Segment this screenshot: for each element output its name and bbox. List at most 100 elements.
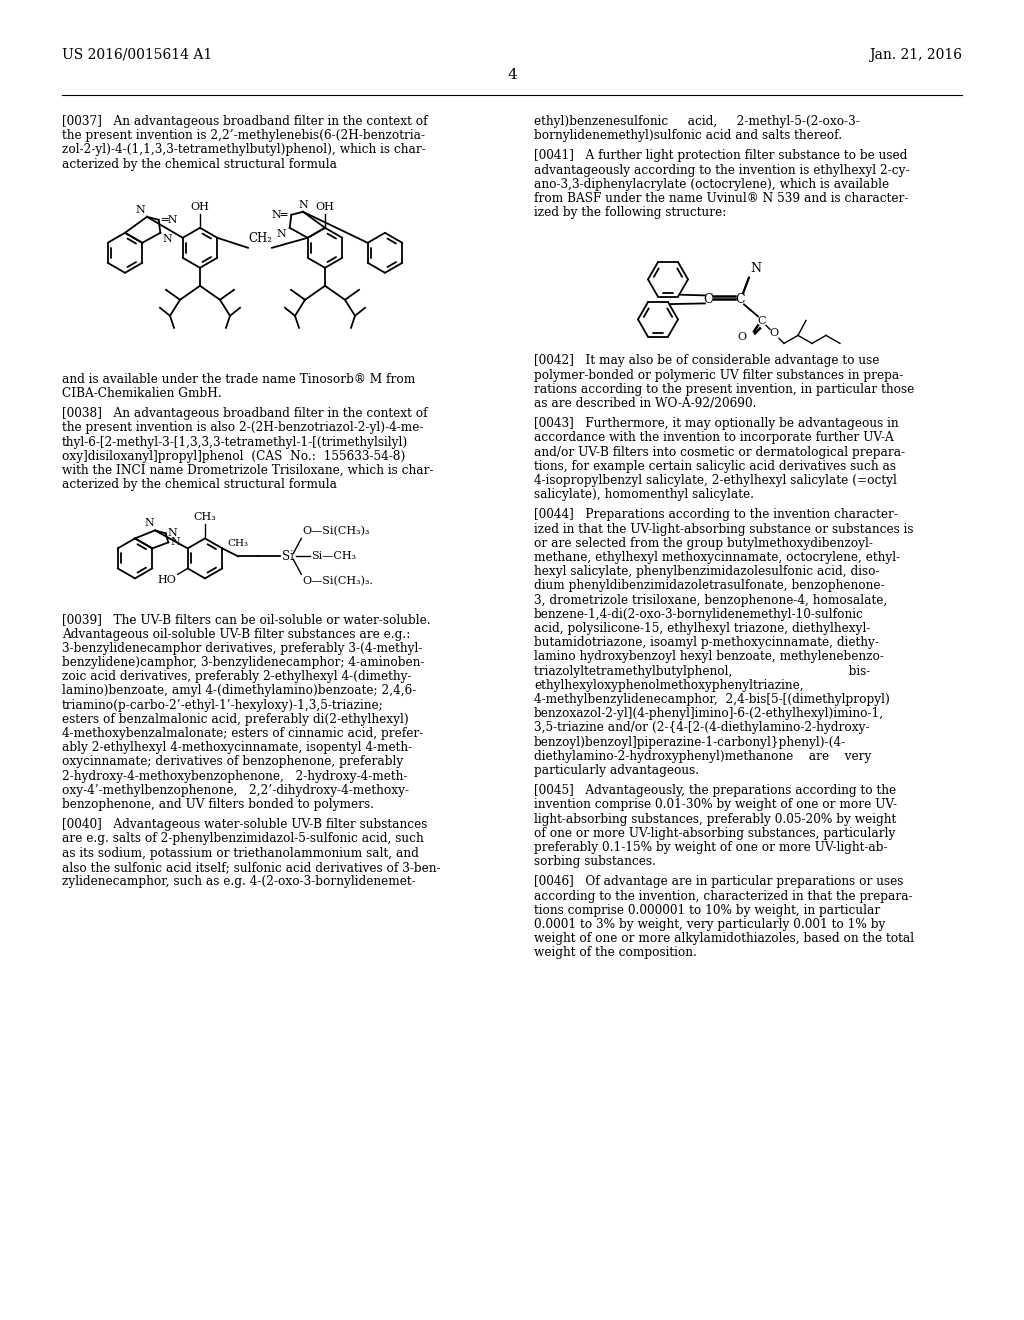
Text: [0039]   The UV-B filters can be oil-soluble or water-soluble.: [0039] The UV-B filters can be oil-solub… [62, 614, 431, 627]
Text: O—Si(CH₃)₃.: O—Si(CH₃)₃. [302, 577, 374, 586]
Text: benzoxazol-2-yl](4-phenyl]imino]-6-(2-ethylhexyl)imino-1,: benzoxazol-2-yl](4-phenyl]imino]-6-(2-et… [534, 708, 884, 721]
Text: O: O [738, 333, 746, 342]
Text: [0043]   Furthermore, it may optionally be advantageous in: [0043] Furthermore, it may optionally be… [534, 417, 899, 430]
Text: tions, for example certain salicylic acid derivatives such as: tions, for example certain salicylic aci… [534, 459, 896, 473]
Text: C: C [758, 317, 766, 326]
Text: N: N [750, 263, 761, 276]
Text: N: N [170, 537, 180, 548]
Text: N: N [144, 519, 154, 528]
Text: N═: N═ [271, 210, 289, 220]
Text: benzoyl)benzoyl]piperazine-1-carbonyl}phenyl)-(4-: benzoyl)benzoyl]piperazine-1-carbonyl}ph… [534, 735, 846, 748]
Text: 4-methylbenzylidenecamphor,  2,4-bis[5-[(dimethylpropyl): 4-methylbenzylidenecamphor, 2,4-bis[5-[(… [534, 693, 890, 706]
Text: 4-isopropylbenzyl salicylate, 2-ethylhexyl salicylate (=octyl: 4-isopropylbenzyl salicylate, 2-ethylhex… [534, 474, 897, 487]
Text: N: N [276, 228, 287, 239]
Text: [0042]   It may also be of considerable advantage to use: [0042] It may also be of considerable ad… [534, 354, 880, 367]
Text: oxy]disiloxanyl]propyl]phenol  (CAS  No.:  155633-54-8): oxy]disiloxanyl]propyl]phenol (CAS No.: … [62, 450, 406, 463]
Text: as its sodium, potassium or triethanolammonium salt, and: as its sodium, potassium or triethanolam… [62, 846, 419, 859]
Text: 4-methoxybenzalmalonate; esters of cinnamic acid, prefer-: 4-methoxybenzalmalonate; esters of cinna… [62, 727, 423, 741]
Text: particularly advantageous.: particularly advantageous. [534, 764, 699, 777]
Text: [0046]   Of advantage are in particular preparations or uses: [0046] Of advantage are in particular pr… [534, 875, 903, 888]
Text: ized by the following structure:: ized by the following structure: [534, 206, 726, 219]
Text: CH₃: CH₃ [194, 512, 216, 523]
Text: accordance with the invention to incorporate further UV-A: accordance with the invention to incorpo… [534, 432, 894, 445]
Text: and/or UV-B filters into cosmetic or dermatological prepara-: and/or UV-B filters into cosmetic or der… [534, 446, 905, 458]
Text: benzene-1,4-di(2-oxo-3-bornylidenemethyl-10-sulfonic: benzene-1,4-di(2-oxo-3-bornylidenemethyl… [534, 607, 864, 620]
Text: the present invention is also 2-(2H-benzotriazol-2-yl)-4-me-: the present invention is also 2-(2H-benz… [62, 421, 423, 434]
Text: tions comprise 0.000001 to 10% by weight, in particular: tions comprise 0.000001 to 10% by weight… [534, 904, 881, 917]
Text: according to the invention, characterized in that the prepara-: according to the invention, characterize… [534, 890, 912, 903]
Text: 3,5-triazine and/or (2-{4-[2-(4-diethylamino-2-hydroxy-: 3,5-triazine and/or (2-{4-[2-(4-diethyla… [534, 722, 869, 734]
Text: are e.g. salts of 2-phenylbenzimidazol-5-sulfonic acid, such: are e.g. salts of 2-phenylbenzimidazol-5… [62, 833, 424, 845]
Text: ably 2-ethylhexyl 4-methoxycinnamate, isopentyl 4-meth-: ably 2-ethylhexyl 4-methoxycinnamate, is… [62, 742, 412, 754]
Text: light-absorbing substances, preferably 0.05-20% by weight: light-absorbing substances, preferably 0… [534, 813, 896, 825]
Text: 4: 4 [507, 69, 517, 82]
Text: zoic acid derivatives, preferably 2-ethylhexyl 4-(dimethy-: zoic acid derivatives, preferably 2-ethy… [62, 671, 412, 684]
Text: O: O [769, 329, 778, 338]
Text: of one or more UV-light-absorbing substances, particularly: of one or more UV-light-absorbing substa… [534, 826, 895, 840]
Text: triazolyltetramethylbutylphenol,                              bis-: triazolyltetramethylbutylphenol, bis- [534, 664, 870, 677]
Text: ano-3,3-diphenylacrylate (octocrylene), which is available: ano-3,3-diphenylacrylate (octocrylene), … [534, 178, 889, 191]
Text: lamino)benzoate, amyl 4-(dimethylamino)benzoate; 2,4,6-: lamino)benzoate, amyl 4-(dimethylamino)b… [62, 684, 416, 697]
Text: invention comprise 0.01-30% by weight of one or more UV-: invention comprise 0.01-30% by weight of… [534, 799, 897, 812]
Text: N: N [135, 205, 145, 215]
Text: [0038]   An advantageous broadband filter in the context of: [0038] An advantageous broadband filter … [62, 407, 428, 420]
Text: diethylamino-2-hydroxyphenyl)methanone    are    very: diethylamino-2-hydroxyphenyl)methanone a… [534, 750, 871, 763]
Text: N: N [298, 199, 308, 210]
Text: and is available under the trade name Tinosorb® M from: and is available under the trade name Ti… [62, 372, 416, 385]
Text: zylidenecamphor, such as e.g. 4-(2-oxo-3-bornylidenemet-: zylidenecamphor, such as e.g. 4-(2-oxo-3… [62, 875, 416, 888]
Text: acterized by the chemical structural formula: acterized by the chemical structural for… [62, 478, 337, 491]
Text: [0037]   An advantageous broadband filter in the context of: [0037] An advantageous broadband filter … [62, 115, 428, 128]
Text: Si: Si [283, 550, 294, 562]
Text: thyl-6-[2-methyl-3-[1,3,3,3-tetramethyl-1-[(trimethylsilyl): thyl-6-[2-methyl-3-[1,3,3,3-tetramethyl-… [62, 436, 409, 449]
Text: [0044]   Preparations according to the invention character-: [0044] Preparations according to the inv… [534, 508, 898, 521]
Text: CH₂: CH₂ [248, 232, 272, 244]
Text: butamidotriazone, isoamyl p-methoxycinnamate, diethy-: butamidotriazone, isoamyl p-methoxycinna… [534, 636, 879, 649]
Text: CIBA-Chemikalien GmbH.: CIBA-Chemikalien GmbH. [62, 387, 222, 400]
Text: benzylidene)camphor, 3-benzylidenecamphor; 4-aminoben-: benzylidene)camphor, 3-benzylidenecampho… [62, 656, 424, 669]
Text: from BASF under the name Uvinul® N 539 and is character-: from BASF under the name Uvinul® N 539 a… [534, 191, 908, 205]
Text: zol-2-yl)-4-(1,1,3,3-tetramethylbutyl)phenol), which is char-: zol-2-yl)-4-(1,1,3,3-tetramethylbutyl)ph… [62, 144, 426, 156]
Text: triamino(p-carbo-2’-ethyl-1’-hexyloxy)-1,3,5-triazine;: triamino(p-carbo-2’-ethyl-1’-hexyloxy)-1… [62, 698, 384, 711]
Text: US 2016/0015614 A1: US 2016/0015614 A1 [62, 48, 212, 62]
Text: advantageously according to the invention is ethylhexyl 2-cy-: advantageously according to the inventio… [534, 164, 909, 177]
Text: esters of benzalmalonic acid, preferably di(2-ethylhexyl): esters of benzalmalonic acid, preferably… [62, 713, 409, 726]
Text: dium phenyldibenzimidazoletrasulfonate, benzophenone-: dium phenyldibenzimidazoletrasulfonate, … [534, 579, 885, 593]
Text: N: N [168, 528, 177, 539]
Text: C: C [703, 293, 713, 306]
Text: OH: OH [190, 202, 210, 211]
Text: rations according to the present invention, in particular those: rations according to the present inventi… [534, 383, 914, 396]
Text: 3, drometrizole trisiloxane, benzophenone-4, homosalate,: 3, drometrizole trisiloxane, benzophenon… [534, 594, 887, 607]
Text: 3-benzylidenecamphor derivatives, preferably 3-(4-methyl-: 3-benzylidenecamphor derivatives, prefer… [62, 642, 422, 655]
Text: with the INCI name Drometrizole Trisiloxane, which is char-: with the INCI name Drometrizole Trisilox… [62, 465, 433, 477]
Text: Jan. 21, 2016: Jan. 21, 2016 [869, 48, 962, 62]
Text: ized in that the UV-light-absorbing substance or substances is: ized in that the UV-light-absorbing subs… [534, 523, 913, 536]
Text: oxycinnamate; derivatives of benzophenone, preferably: oxycinnamate; derivatives of benzophenon… [62, 755, 403, 768]
Text: polymer-bonded or polymeric UV filter substances in prepa-: polymer-bonded or polymeric UV filter su… [534, 368, 903, 381]
Text: N: N [163, 234, 172, 244]
Text: the present invention is 2,2’-methylenebis(6-(2H-benzotria-: the present invention is 2,2’-methyleneb… [62, 129, 425, 143]
Text: Advantageous oil-soluble UV-B filter substances are e.g.:: Advantageous oil-soluble UV-B filter sub… [62, 627, 411, 640]
Text: ═N: ═N [161, 215, 177, 224]
Text: weight of the composition.: weight of the composition. [534, 946, 697, 960]
Text: [0045]   Advantageously, the preparations according to the: [0045] Advantageously, the preparations … [534, 784, 896, 797]
Text: acid, polysilicone-15, ethylhexyl triazone, diethylhexyl-: acid, polysilicone-15, ethylhexyl triazo… [534, 622, 870, 635]
Text: bornylidenemethyl)sulfonic acid and salts thereof.: bornylidenemethyl)sulfonic acid and salt… [534, 129, 842, 143]
Text: O—Si(CH₃)₃: O—Si(CH₃)₃ [302, 527, 370, 536]
Text: [0040]   Advantageous water-soluble UV-B filter substances: [0040] Advantageous water-soluble UV-B f… [62, 818, 427, 832]
Text: ethyl)benzenesulfonic     acid,     2-methyl-5-(2-oxo-3-: ethyl)benzenesulfonic acid, 2-methyl-5-(… [534, 115, 860, 128]
Text: also the sulfonic acid itself; sulfonic acid derivatives of 3-ben-: also the sulfonic acid itself; sulfonic … [62, 861, 440, 874]
Text: C: C [735, 293, 744, 306]
Text: methane, ethylhexyl methoxycinnamate, octocrylene, ethyl-: methane, ethylhexyl methoxycinnamate, oc… [534, 550, 900, 564]
Text: preferably 0.1-15% by weight of one or more UV-light-ab-: preferably 0.1-15% by weight of one or m… [534, 841, 888, 854]
Text: benzophenone, and UV filters bonded to polymers.: benzophenone, and UV filters bonded to p… [62, 799, 374, 810]
Text: as are described in WO-A-92/20690.: as are described in WO-A-92/20690. [534, 397, 757, 411]
Text: 2-hydroxy-4-methoxybenzophenone,   2-hydroxy-4-meth-: 2-hydroxy-4-methoxybenzophenone, 2-hydro… [62, 770, 408, 783]
Text: 0.0001 to 3% by weight, very particularly 0.001 to 1% by: 0.0001 to 3% by weight, very particularl… [534, 917, 886, 931]
Text: HO: HO [158, 576, 177, 585]
Text: acterized by the chemical structural formula: acterized by the chemical structural for… [62, 157, 337, 170]
Text: Si—CH₃: Si—CH₃ [311, 552, 356, 561]
Text: sorbing substances.: sorbing substances. [534, 855, 656, 869]
Text: or are selected from the group butylmethoxydibenzoyl-: or are selected from the group butylmeth… [534, 537, 872, 550]
Text: hexyl salicylate, phenylbenzimidazolesulfonic acid, diso-: hexyl salicylate, phenylbenzimidazolesul… [534, 565, 880, 578]
Text: [0041]   A further light protection filter substance to be used: [0041] A further light protection filter… [534, 149, 907, 162]
